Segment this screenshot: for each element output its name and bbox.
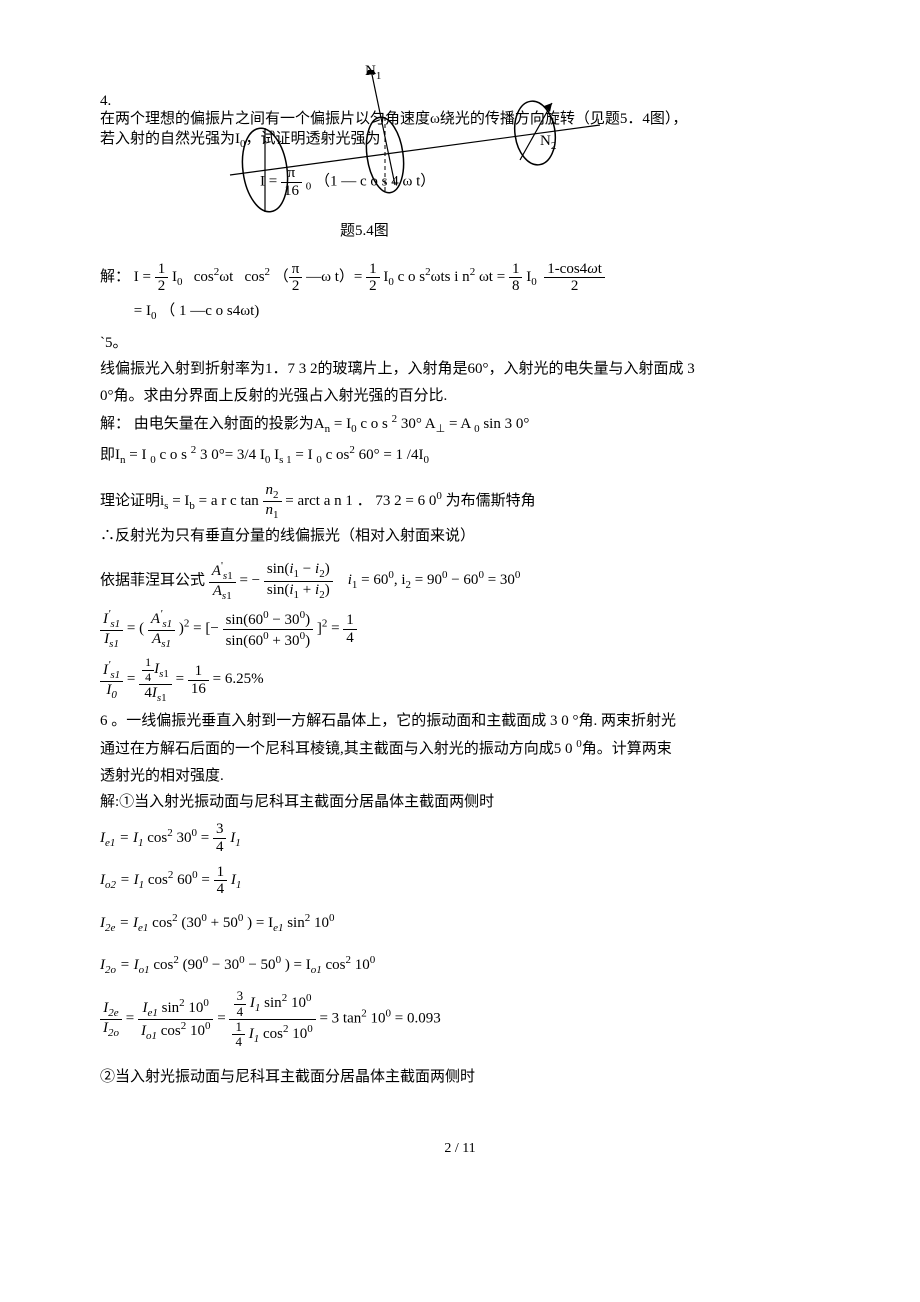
solution-5-line-2: 即In = I 0 c o s 2 3 0°= 3/4 I0 Is 1 = I … bbox=[100, 442, 820, 469]
fresnel-calc-1: I's1Is1 = ( A's1As1 )2 = [− sin(600 − 30… bbox=[100, 608, 820, 650]
solution-4: 解： I = 12 I0 cos2ωt cos2 （π2 —ω t）= 12 I… bbox=[100, 260, 820, 328]
eq6-1: Ie1 = I1 cos2 300 = 34 I1 bbox=[100, 820, 820, 856]
eq6-2: Io2 = I1 cos2 600 = 14 I1 bbox=[100, 862, 820, 898]
fresnel-calc-2: I's1I0 = 14Is14Is1 = 116 = 6.25% bbox=[100, 656, 820, 703]
brewster-conclusion: ∴反射光为只有垂直分量的线偏振光（相对入射面来说） bbox=[100, 525, 820, 548]
fresnel-line: 依据菲涅耳公式 A's1As1 = − sin(i1 − i2)sin(i1 +… bbox=[100, 560, 820, 602]
problem-5-label: `5。 bbox=[100, 332, 820, 355]
eq6-4: I2o = Io1 cos2 (900 − 300 − 500 ) = Io1 … bbox=[100, 947, 820, 983]
solution-6-case-1: 解:①当入射光振动面与尼科耳主截面分居晶体主截面两侧时 bbox=[100, 791, 820, 814]
problem-6-line-1: 6 。一线偏振光垂直入射到一方解石晶体上，它的振动面和主截面成 3 0 °角. … bbox=[100, 710, 820, 733]
problem-5-line-2: 0°角。求由分界面上反射的光强占入射光强的百分比. bbox=[100, 385, 820, 408]
page-number: 2 / 11 bbox=[100, 1138, 820, 1159]
problem-6-line-3: 透射光的相对强度. bbox=[100, 765, 820, 788]
eq6-3: I2e = Ie1 cos2 (300 + 500 ) = Ie1 sin2 1… bbox=[100, 905, 820, 941]
polarizer-diagram bbox=[170, 70, 670, 240]
formula-4: I = π 16 0 （1 — c o s 4 ω t） bbox=[260, 165, 435, 199]
fraction: π 16 bbox=[281, 165, 302, 199]
figure-caption: 题5.4图 bbox=[340, 220, 389, 243]
solution-6-case-2: ②当入射光振动面与尼科耳主截面分居晶体主截面两侧时 bbox=[100, 1066, 820, 1089]
problem-6-line-2: 通过在方解石后面的一个尼科耳棱镜,其主截面与入射光的振动方向成5 0 0角。计算… bbox=[100, 736, 820, 761]
eq6-5: I2eI2o = Ie1 sin2 100Io1 cos2 100 = 34 I… bbox=[100, 989, 820, 1049]
problem-4-block: 4. N1 N2 在两个理想的偏振片之间有一个偏振片以匀角速度ω绕光的传播方向旋… bbox=[100, 90, 820, 260]
brewster-line: 理论证明is = Ib = a r c tan n2n1 = arct a n … bbox=[100, 482, 820, 521]
problem-5-line-1: 线偏振光入射到折射率为1．7 3 2的玻璃片上，入射角是60°，入射光的电失量与… bbox=[100, 358, 820, 381]
solution-5-line-1: 解： 由电矢量在入射面的投影为An = I0 c o s 2 30° A⊥ = … bbox=[100, 411, 820, 438]
